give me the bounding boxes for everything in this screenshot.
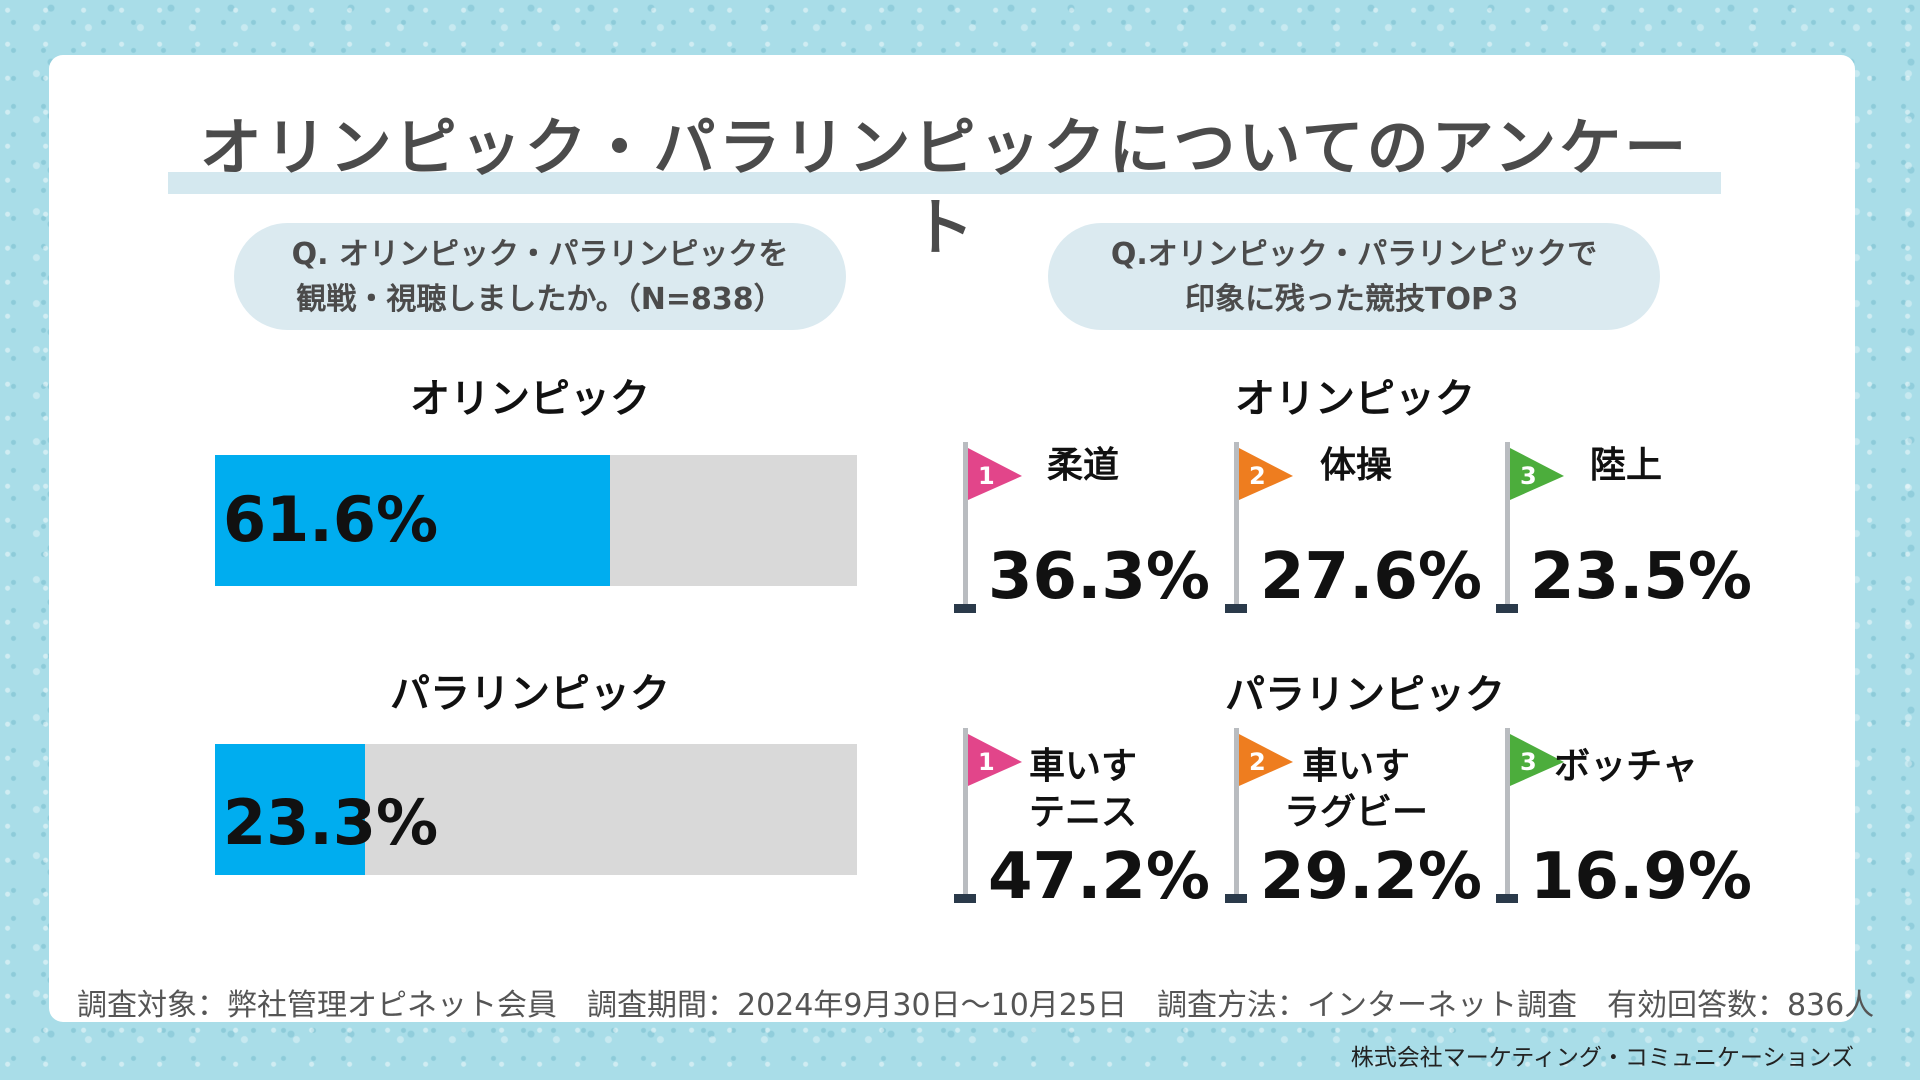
svg-text:3: 3 — [1520, 748, 1537, 776]
title-block: オリンピック・パラリンピックについてのアンケート — [168, 108, 1721, 264]
right-olympic-heading: オリンピック — [1235, 376, 1475, 422]
olympic-rank-2-value: 27.6% — [1260, 540, 1483, 614]
right-question-line2: 印象に残った競技TOP３ — [1185, 281, 1523, 317]
left-question-line1: Q. オリンピック・パラリンピックを — [291, 236, 789, 272]
paralympic-rank-2-sport-line1: 車いす — [1301, 746, 1410, 787]
paralympic-rank-1-sport-line2: テニス — [1028, 792, 1137, 833]
svg-text:1: 1 — [978, 462, 995, 490]
olympic-rank-1-sport: 柔道 — [1046, 445, 1119, 486]
left-olympic-heading: オリンピック — [410, 376, 650, 422]
olympic-rank-3-sport: 陸上 — [1589, 445, 1662, 486]
page-title: オリンピック・パラリンピックについてのアンケート — [199, 111, 1690, 264]
paralympic-bar-track: 23.3% — [215, 744, 857, 875]
paralympic-rank-3-sport-line1: ボッチャ — [1554, 746, 1698, 787]
olympic-rank-3-value: 23.5% — [1530, 540, 1753, 614]
paralympic-rank-3-value: 16.9% — [1530, 840, 1753, 914]
svg-text:2: 2 — [1249, 748, 1266, 776]
paralympic-rank-1-sport: 車いす テニス — [998, 744, 1168, 836]
rank-1-flag-icon: 1 — [950, 438, 1030, 618]
olympic-bar-label: 61.6% — [223, 483, 439, 556]
paralympic-rank-1-sport-line1: 車いす — [1028, 746, 1137, 787]
paralympic-rank-1-value: 47.2% — [988, 840, 1211, 914]
paralympic-rank-2-value: 29.2% — [1260, 840, 1483, 914]
rank-1-flag-icon: 1 — [950, 724, 1030, 904]
svg-text:3: 3 — [1520, 462, 1537, 490]
paralympic-rank-2-sport: 車いす ラグビー — [1271, 744, 1441, 836]
paralympic-bar-fill — [215, 744, 365, 875]
rank-2-flag-icon: 2 — [1221, 724, 1301, 904]
paralympic-rank-3-sport: ボッチャ — [1541, 744, 1711, 790]
olympic-rank-2-sport: 体操 — [1319, 445, 1392, 486]
left-question-pill: Q. オリンピック・パラリンピックを 観戦・視聴しましたか。（N=838） — [234, 223, 846, 330]
left-paralympic-heading: パラリンピック — [390, 671, 670, 717]
rank-2-flag-icon: 2 — [1221, 438, 1301, 618]
rank-3-flag-icon: 3 — [1492, 438, 1572, 618]
svg-text:2: 2 — [1249, 462, 1266, 490]
olympic-rank-1-value: 36.3% — [988, 540, 1211, 614]
company-name: 株式会社マーケティング・コミュニケーションズ — [1350, 1045, 1854, 1071]
rank-3-flag-icon: 3 — [1492, 724, 1572, 904]
title-underline — [168, 172, 1721, 194]
right-question-line1: Q.オリンピック・パラリンピックで — [1110, 236, 1598, 272]
survey-footer: 調査対象：弊社管理オピネット会員 調査期間：2024年9月30日～10月25日 … — [77, 988, 1875, 1023]
right-question-pill: Q.オリンピック・パラリンピックで 印象に残った競技TOP３ — [1048, 223, 1660, 330]
paralympic-bar-label: 23.3% — [223, 786, 439, 859]
left-question-line2: 観戦・視聴しましたか。（N=838） — [296, 281, 784, 317]
right-paralympic-heading: パラリンピック — [1225, 672, 1505, 718]
olympic-bar-track: 61.6% — [215, 455, 857, 586]
paralympic-rank-2-sport-line2: ラグビー — [1283, 792, 1428, 833]
svg-text:1: 1 — [978, 748, 995, 776]
olympic-bar-fill — [215, 455, 611, 586]
